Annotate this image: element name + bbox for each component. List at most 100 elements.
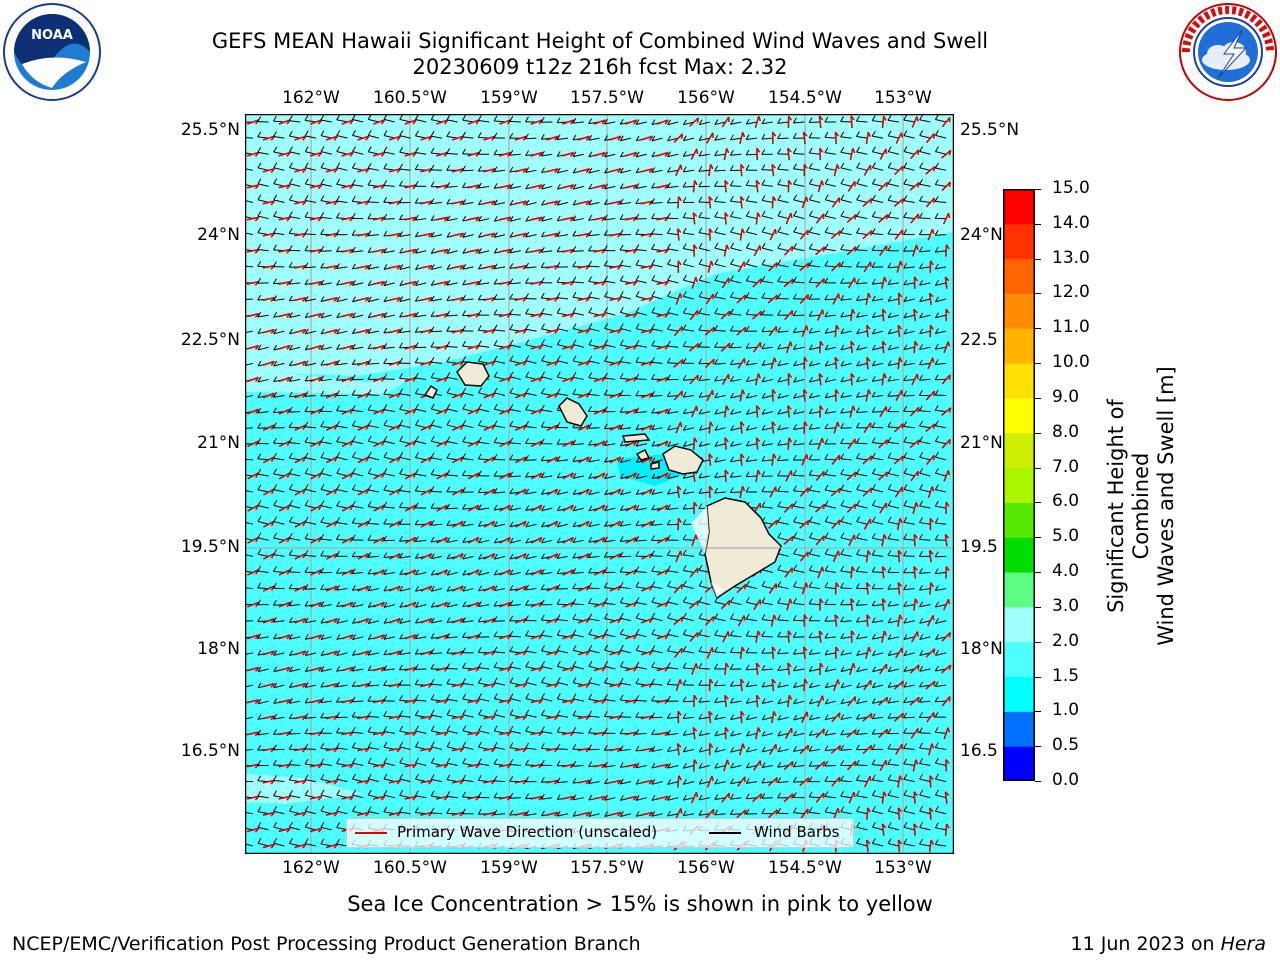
- wind-barb: [509, 344, 521, 348]
- wind-barb-flag: [288, 452, 293, 459]
- wave-direction-arrow: [246, 344, 259, 350]
- wind-barb: [793, 330, 805, 334]
- wind-barb: [683, 232, 695, 236]
- wind-barb-flag: [651, 441, 656, 447]
- wind-barb: [478, 424, 490, 429]
- wave-arrow-head: [664, 440, 669, 446]
- wind-barb-flag: [415, 296, 419, 302]
- wind-barb: [840, 199, 852, 203]
- wind-barb-flag: [808, 260, 813, 266]
- wind-barb-flag: [572, 199, 577, 206]
- wind-barb: [462, 457, 474, 461]
- wind-barb: [352, 134, 364, 139]
- wind-barb-flag: [903, 229, 908, 235]
- wind-barb: [935, 298, 947, 303]
- wave-arrow-head: [850, 372, 855, 378]
- wind-barb-flag: [414, 214, 419, 221]
- wind-barb-flag: [698, 392, 703, 398]
- wind-barb-flag: [745, 326, 750, 332]
- wind-barb-flag: [856, 295, 860, 301]
- wind-barb: [903, 282, 915, 286]
- wind-barb-flag: [619, 244, 624, 251]
- wind-barb-flag: [761, 343, 766, 349]
- wave-arrow-head: [741, 389, 746, 395]
- wave-arrow-head: [901, 423, 904, 429]
- wind-barb-flag: [541, 231, 545, 238]
- wind-barb: [383, 282, 395, 287]
- wave-direction-arrow: [675, 421, 682, 434]
- wind-barb: [777, 297, 789, 300]
- wave-direction-arrow: [656, 216, 669, 221]
- wave-band-kauai: [245, 369, 415, 394]
- wind-barb: [809, 183, 821, 187]
- wind-barb-flag: [462, 264, 467, 270]
- wave-arrow-head: [617, 135, 622, 141]
- wind-barb-flag: [541, 167, 545, 173]
- wind-barb: [320, 425, 332, 429]
- wind-barb-flag: [603, 229, 608, 236]
- wind-barb-flag: [525, 308, 529, 315]
- wind-barb-flag: [367, 451, 372, 458]
- wind-barb-flag: [856, 146, 861, 153]
- wind-barb: [667, 295, 679, 300]
- wave-arrow-head: [740, 453, 745, 459]
- wind-barb-flag: [540, 117, 545, 123]
- wave-direction-arrow: [897, 325, 901, 338]
- wind-barb-flag: [367, 263, 372, 270]
- wind-barb-flag: [525, 247, 530, 253]
- wind-barb-flag: [414, 388, 419, 394]
- wind-barb-flag: [887, 375, 892, 382]
- wind-barb: [872, 330, 884, 335]
- wind-barb-flag: [698, 119, 703, 125]
- wave-arrow-head: [569, 151, 575, 157]
- wind-barb: [368, 118, 380, 123]
- wind-barb-flag: [808, 194, 813, 201]
- wind-barb-flag: [289, 162, 293, 168]
- wind-barb-flag: [525, 323, 530, 330]
- wind-barb-flag: [761, 275, 766, 282]
- wind-barb: [903, 441, 915, 445]
- wind-barb: [446, 376, 458, 380]
- wind-barb: [399, 118, 411, 123]
- wind-barb-flag: [336, 130, 341, 136]
- wind-barb-flag: [446, 148, 451, 154]
- wind-barb: [620, 201, 632, 205]
- wind-barb: [825, 378, 836, 383]
- wind-barb-flag: [792, 454, 797, 461]
- wave-direction-arrow: [404, 119, 417, 125]
- wave-direction-arrow: [783, 245, 794, 256]
- wave-direction-arrow: [739, 421, 743, 434]
- wave-direction-arrow: [341, 376, 354, 383]
- wind-barb: [793, 427, 805, 431]
- wave-direction-arrow: [404, 440, 417, 448]
- wave-arrow-head: [709, 421, 714, 427]
- wind-barb-flag: [304, 344, 309, 351]
- wind-barb-flag: [493, 149, 498, 156]
- wind-barb: [399, 135, 411, 139]
- wave-direction-arrow: [388, 360, 401, 367]
- wave-arrow-head: [349, 119, 354, 125]
- wave-arrow-head: [522, 329, 528, 334]
- wave-arrow-head: [756, 147, 761, 153]
- wind-barb-flag: [288, 312, 293, 318]
- wave-direction-arrow: [435, 280, 448, 285]
- wind-barb-flag: [430, 164, 435, 171]
- wind-barb: [572, 185, 584, 190]
- wind-barb: [509, 360, 521, 364]
- wind-barb-flag: [856, 376, 861, 382]
- wind-barb: [245, 330, 253, 334]
- wave-arrow-head: [585, 424, 590, 430]
- wind-barb-flag: [934, 263, 939, 270]
- wave-direction-arrow: [755, 437, 759, 450]
- wind-barb-flag: [919, 452, 924, 458]
- wind-barb: [635, 361, 647, 364]
- wind-barb-flag: [556, 117, 561, 124]
- wind-barb: [399, 424, 411, 429]
- wind-barb-flag: [462, 131, 466, 138]
- wave-direction-arrow: [514, 328, 527, 334]
- wind-barb: [273, 330, 285, 335]
- wind-barb: [935, 134, 947, 139]
- wind-barb: [273, 199, 285, 203]
- wind-barb-flag: [352, 468, 356, 474]
- wave-arrow-head: [680, 359, 684, 365]
